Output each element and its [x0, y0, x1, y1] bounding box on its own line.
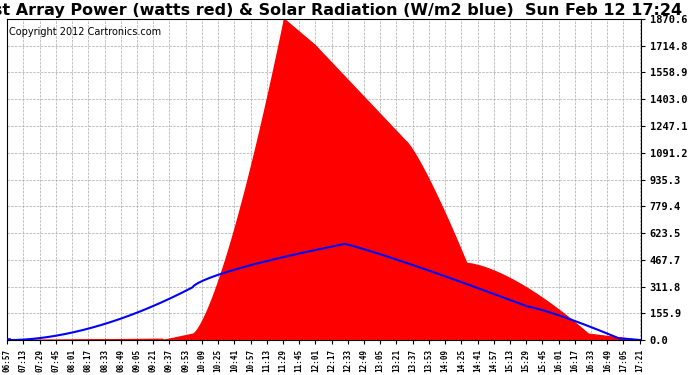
Text: Copyright 2012 Cartronics.com: Copyright 2012 Cartronics.com: [9, 27, 161, 37]
Title: West Array Power (watts red) & Solar Radiation (W/m2 blue)  Sun Feb 12 17:24: West Array Power (watts red) & Solar Rad…: [0, 3, 682, 18]
